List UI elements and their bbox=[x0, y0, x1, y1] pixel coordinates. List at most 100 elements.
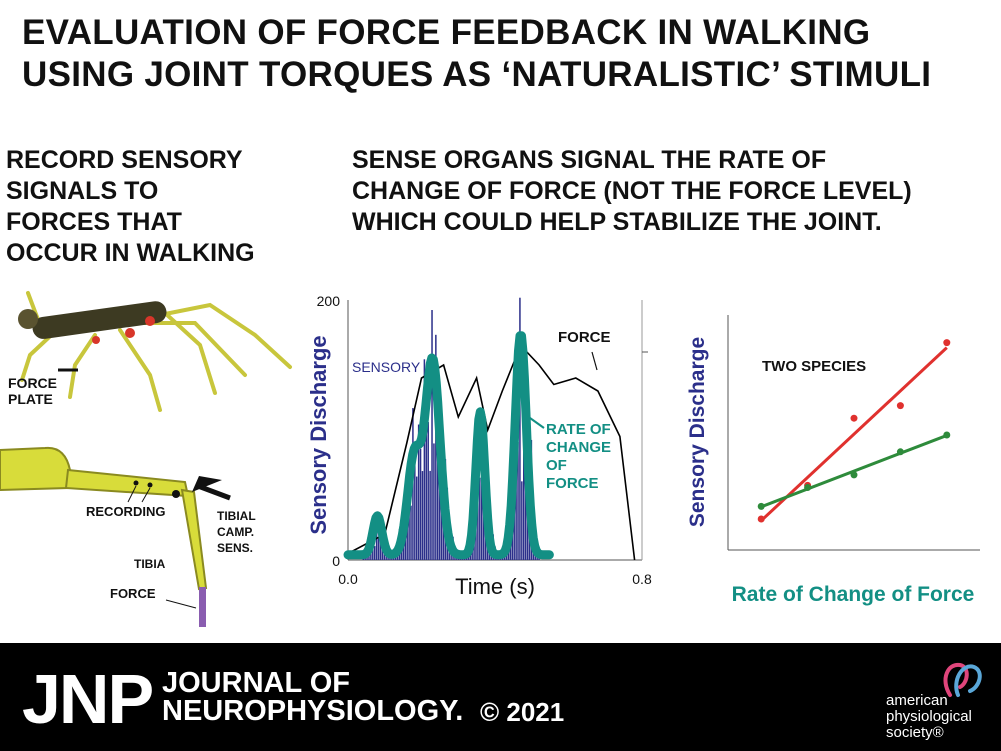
footer-bar: JNP JOURNAL OF NEUROPHYSIOLOGY. © 2021 a… bbox=[0, 643, 1001, 751]
aps-line: physiological bbox=[886, 708, 972, 725]
joint-markers bbox=[92, 316, 155, 344]
scatter-point bbox=[896, 448, 904, 456]
aps-wordmark: american physiological society® bbox=[886, 693, 972, 741]
coxa-segment bbox=[0, 446, 72, 492]
histogram-bar bbox=[429, 470, 431, 560]
histogram-bar bbox=[415, 476, 418, 560]
x-axis-label: Time (s) bbox=[455, 574, 535, 599]
rate-annotation: RATE OF bbox=[546, 421, 611, 438]
histogram-bar bbox=[375, 529, 378, 560]
journal-name-line: NEUROPHYSIOLOGY. bbox=[162, 695, 464, 727]
scatter-point bbox=[943, 339, 951, 347]
jnp-logo: JNP bbox=[22, 660, 154, 738]
histogram-bar bbox=[419, 448, 422, 560]
force-plate-label: PLATE bbox=[8, 391, 53, 407]
scatter-point bbox=[757, 515, 765, 523]
x-axis-label: Rate of Change of Force bbox=[732, 583, 975, 606]
rate-of-change-line bbox=[343, 331, 554, 560]
insect-body bbox=[32, 301, 167, 339]
left-caption-line: FORCES THAT bbox=[6, 208, 182, 236]
journal-name: JOURNAL OF NEUROPHYSIOLOGY. bbox=[162, 667, 464, 727]
insect-head bbox=[18, 309, 38, 329]
histogram-bar bbox=[421, 471, 424, 560]
tibial-label: SENS. bbox=[217, 541, 253, 555]
aps-logo-icon bbox=[943, 662, 982, 697]
recording-site bbox=[147, 482, 153, 488]
tibial-label: CAMP. bbox=[217, 525, 254, 539]
y-axis-label: Sensory Discharge bbox=[306, 335, 331, 534]
histogram-bar bbox=[373, 546, 376, 560]
sensory-time-chart: 200 0 0.0 0.8 Time (s) Sensory Discharge… bbox=[306, 293, 652, 599]
histogram-bar bbox=[517, 442, 519, 560]
histogram-bar bbox=[427, 422, 429, 560]
y-axis-label: Sensory Discharge bbox=[686, 337, 709, 527]
rate-scatter-chart: TWO SPECIES Rate of Change of Force Sens… bbox=[686, 315, 980, 606]
histogram-bar bbox=[480, 479, 483, 560]
right-caption-line: CHANGE OF FORCE (NOT THE FORCE LEVEL) bbox=[352, 177, 912, 205]
force-bar bbox=[199, 587, 206, 627]
histogram-bar bbox=[438, 468, 441, 560]
leg-schematic: RECORDING TIBIAL CAMP. SENS. TIBIA FORCE bbox=[0, 446, 256, 627]
histogram-bar bbox=[381, 544, 384, 560]
aps-line: society® bbox=[886, 724, 944, 741]
rate-annotation: FORCE bbox=[546, 475, 599, 492]
histogram-bar bbox=[479, 477, 481, 560]
force-plate-label: FORCE bbox=[8, 375, 57, 391]
scatter-point bbox=[757, 502, 765, 510]
histogram-bar bbox=[410, 505, 412, 560]
histogram-bar bbox=[417, 424, 420, 560]
fit-line bbox=[760, 346, 948, 522]
page-title: EVALUATION OF FORCE FEEDBACK IN WALKING … bbox=[22, 12, 992, 96]
histogram-bar bbox=[425, 426, 428, 560]
left-caption-line: SIGNALS TO bbox=[6, 177, 159, 205]
x-tick-label: 0.8 bbox=[632, 571, 652, 587]
histogram-bar bbox=[435, 334, 437, 560]
sense-organ-marker bbox=[172, 490, 180, 498]
histogram-bar bbox=[414, 457, 416, 560]
scatter-point bbox=[896, 402, 904, 410]
title-line-2: USING JOINT TORQUES AS ‘NATURALISTIC’ ST… bbox=[22, 55, 932, 94]
histogram-bar bbox=[431, 310, 433, 560]
left-caption: RECORD SENSORY SIGNALS TO FORCES THAT OC… bbox=[6, 145, 306, 269]
tibia-label: TIBIA bbox=[134, 557, 166, 571]
scatter-point bbox=[943, 431, 951, 439]
right-caption-line: WHICH COULD HELP STABILIZE THE JOINT. bbox=[352, 208, 882, 236]
tibial-label: TIBIAL bbox=[217, 509, 256, 523]
histogram-bar bbox=[519, 297, 521, 560]
right-caption-line: SENSE ORGANS SIGNAL THE RATE OF bbox=[352, 146, 827, 174]
histogram-bar bbox=[437, 419, 439, 560]
x-tick-label: 0.0 bbox=[338, 571, 358, 587]
fit-line bbox=[760, 434, 948, 509]
recording-site bbox=[133, 480, 139, 486]
femur-segment bbox=[64, 468, 190, 498]
histogram-bar bbox=[523, 417, 525, 560]
force-line bbox=[347, 344, 636, 561]
left-caption-line: RECORD SENSORY bbox=[6, 146, 243, 174]
right-caption: SENSE ORGANS SIGNAL THE RATE OF CHANGE O… bbox=[352, 145, 992, 238]
title-line-1: EVALUATION OF FORCE FEEDBACK IN WALKING bbox=[22, 13, 871, 52]
histogram-bar bbox=[477, 466, 479, 560]
left-caption-line: OCCUR IN WALKING bbox=[6, 239, 255, 267]
histogram-bar bbox=[377, 538, 380, 560]
journal-name-line: JOURNAL OF bbox=[162, 667, 350, 699]
rate-annotation: OF bbox=[546, 457, 567, 474]
y-tick-label: 200 bbox=[317, 293, 341, 309]
histogram-bar bbox=[423, 359, 426, 560]
tibia-segment bbox=[180, 488, 208, 591]
scatter-point bbox=[850, 414, 858, 422]
histogram-bar bbox=[521, 481, 523, 560]
aps-line: american bbox=[886, 692, 948, 709]
y-tick-label: 0 bbox=[332, 553, 340, 569]
scatter-point bbox=[850, 471, 858, 479]
force-annotation: FORCE bbox=[558, 329, 611, 346]
histogram-bar bbox=[433, 443, 435, 560]
histogram-bar bbox=[408, 504, 410, 560]
scatter-series bbox=[757, 339, 951, 523]
scatter-point bbox=[804, 484, 812, 491]
chart-title: TWO SPECIES bbox=[762, 358, 866, 375]
force-label: FORCE bbox=[110, 586, 156, 601]
copyright: © 2021 bbox=[480, 697, 565, 727]
sensory-annotation: SENSORY bbox=[352, 359, 421, 375]
rate-annotation: CHANGE bbox=[546, 439, 611, 456]
stick-insect-illustration: FORCE PLATE bbox=[8, 291, 292, 412]
